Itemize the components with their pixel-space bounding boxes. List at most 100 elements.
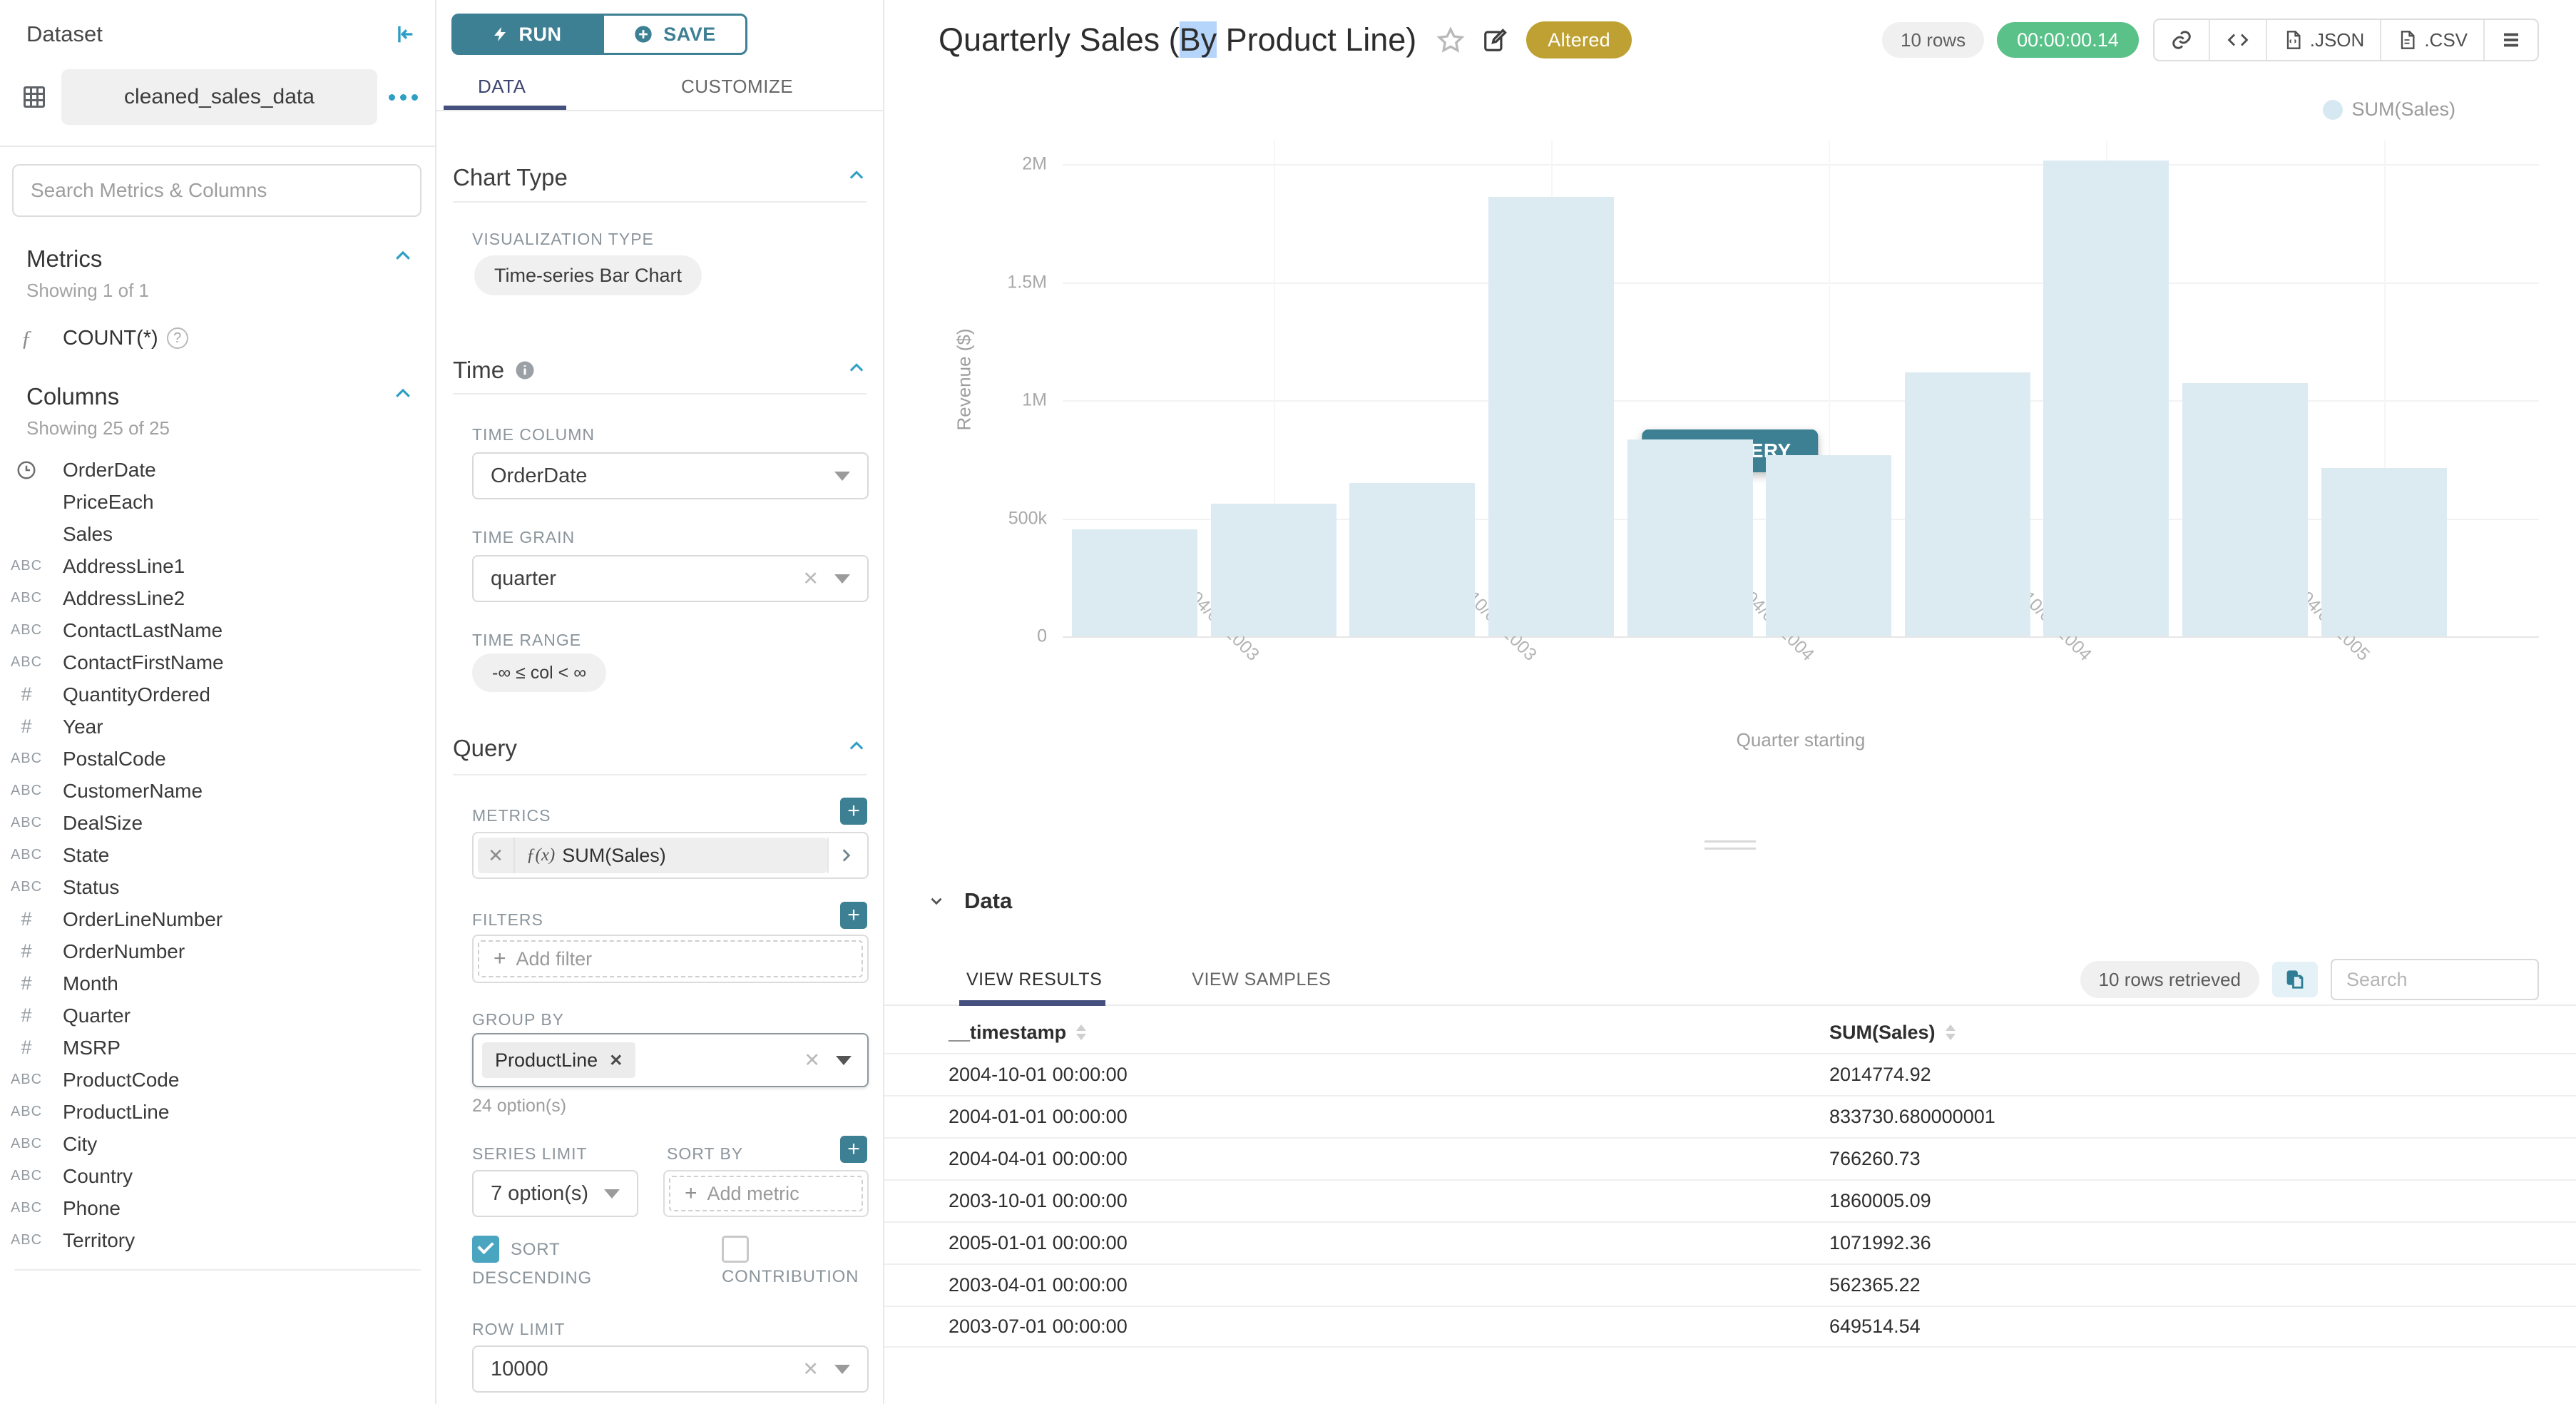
add-filter-icon[interactable]: + — [840, 902, 867, 929]
edit-properties-icon[interactable] — [1482, 26, 1509, 54]
column-item[interactable]: # Year — [0, 711, 435, 743]
clear-icon[interactable]: ✕ — [802, 1358, 819, 1380]
column-item[interactable]: ABC City — [0, 1128, 435, 1160]
column-item[interactable]: ABC ContactLastName — [0, 614, 435, 646]
bar-2005-04-01[interactable] — [2321, 468, 2447, 636]
bar-2003-07-01[interactable] — [1349, 483, 1476, 636]
bar-2003-04-01[interactable] — [1210, 503, 1336, 636]
column-item[interactable]: ABC ProductLine — [0, 1096, 435, 1128]
row-limit-select[interactable]: 10000 ✕ — [472, 1346, 869, 1393]
remove-chip-icon[interactable]: ✕ — [609, 1050, 623, 1069]
menu-icon[interactable] — [2485, 20, 2537, 60]
series-limit-select[interactable]: 7 option(s) — [472, 1170, 638, 1217]
contribution-checkbox[interactable] — [722, 1236, 749, 1263]
sort-descending-checkbox[interactable] — [472, 1236, 499, 1263]
add-sort-metric-button[interactable]: + Add metric — [669, 1176, 863, 1211]
group-by-select[interactable]: ProductLine ✕ ✕ — [472, 1033, 869, 1087]
add-metric-icon[interactable]: + — [840, 798, 867, 825]
metrics-section-header[interactable]: Metrics — [26, 245, 414, 273]
bar-2005-01-01[interactable] — [2182, 383, 2309, 636]
resize-handle[interactable] — [1704, 835, 1756, 855]
share-link-icon[interactable] — [2155, 20, 2210, 60]
column-item[interactable]: ABC ProductCode — [0, 1064, 435, 1096]
metrics-columns-search-input[interactable] — [12, 164, 421, 217]
column-item[interactable]: ABC AddressLine2 — [0, 582, 435, 614]
column-header-timestamp[interactable]: __timestamp — [949, 1021, 1067, 1043]
column-header-sum-sales[interactable]: SUM(Sales) — [1829, 1021, 1936, 1043]
metric-item[interactable]: ƒ COUNT(*) ? — [0, 322, 435, 355]
bar-2003-01-01[interactable] — [1072, 529, 1197, 636]
column-item[interactable]: # OrderLineNumber — [0, 903, 435, 935]
column-item[interactable]: ABC Country — [0, 1160, 435, 1192]
time-range-value[interactable]: -∞ ≤ col < ∞ — [472, 653, 607, 692]
table-row[interactable]: 2003-07-01 00:00:00 649514.54 — [884, 1306, 2576, 1348]
tab-view-samples[interactable]: VIEW SAMPLES — [1192, 969, 1332, 990]
column-item[interactable]: ABC ContactFirstName — [0, 646, 435, 678]
table-row[interactable]: 2003-10-01 00:00:00 1860005.09 — [884, 1179, 2576, 1221]
table-row[interactable]: 2004-01-01 00:00:00 833730.680000001 — [884, 1095, 2576, 1137]
chevron-right-icon[interactable] — [827, 838, 863, 873]
remove-metric-icon[interactable]: ✕ — [478, 838, 515, 873]
group-by-chip[interactable]: ProductLine ✕ — [482, 1042, 636, 1078]
bar-2004-04-01[interactable] — [1766, 455, 1892, 636]
column-item[interactable]: ABC PostalCode — [0, 743, 435, 775]
query-section-header[interactable]: Query — [453, 735, 867, 762]
data-section-header[interactable]: Data — [884, 885, 2576, 917]
columns-section-header[interactable]: Columns — [26, 383, 414, 410]
column-item[interactable]: PriceEach — [0, 486, 435, 518]
column-item[interactable]: ABC DealSize — [0, 807, 435, 839]
column-item[interactable]: # OrderNumber — [0, 935, 435, 967]
column-item[interactable]: ABC Territory — [0, 1224, 435, 1256]
column-item[interactable]: ABC Status — [0, 871, 435, 903]
sort-icon[interactable] — [1076, 1024, 1087, 1040]
embed-code-icon[interactable] — [2210, 20, 2267, 60]
chart-title[interactable]: Quarterly Sales (By Product Line) — [939, 21, 1416, 58]
time-column-select[interactable]: OrderDate — [472, 452, 869, 499]
add-sort-metric-icon[interactable]: + — [840, 1136, 867, 1163]
column-item[interactable]: # QuantityOrdered — [0, 678, 435, 711]
table-row[interactable]: 2004-10-01 00:00:00 2014774.92 — [884, 1053, 2576, 1095]
bar-2003-10-01[interactable] — [1488, 197, 1614, 636]
export-csv-button[interactable]: .CSV — [2381, 20, 2485, 60]
table-row[interactable]: 2004-04-01 00:00:00 766260.73 — [884, 1137, 2576, 1179]
help-icon[interactable]: ? — [166, 327, 188, 349]
time-section-header[interactable]: Time — [453, 357, 867, 384]
column-item[interactable]: ABC CustomerName — [0, 775, 435, 807]
column-item[interactable]: # Month — [0, 967, 435, 999]
column-item[interactable]: # MSRP — [0, 1032, 435, 1064]
copy-data-icon[interactable] — [2272, 962, 2318, 997]
bar-2004-07-01[interactable] — [1904, 372, 2030, 636]
clear-icon[interactable]: ✕ — [804, 1049, 820, 1071]
chart-type-section-header[interactable]: Chart Type — [453, 164, 867, 191]
column-item[interactable]: ABC State — [0, 839, 435, 871]
column-item[interactable]: ABC Phone — [0, 1192, 435, 1224]
metric-control[interactable]: ✕ ƒ(x) SUM(Sales) — [472, 832, 869, 879]
table-row[interactable]: 2003-04-01 00:00:00 562365.22 — [884, 1263, 2576, 1306]
column-item[interactable]: ABC AddressLine1 — [0, 550, 435, 582]
bar-2004-01-01[interactable] — [1627, 439, 1753, 636]
time-grain-select[interactable]: quarter ✕ — [472, 555, 869, 602]
dataset-name[interactable]: cleaned_sales_data — [61, 69, 377, 125]
dataset-more-icon[interactable] — [389, 93, 421, 101]
tab-customize[interactable]: CUSTOMIZE — [681, 76, 794, 97]
results-search-input[interactable] — [2331, 959, 2539, 1000]
run-button[interactable]: RUN — [451, 14, 602, 55]
column-item[interactable]: # Quarter — [0, 999, 435, 1032]
bar-2004-10-01[interactable] — [2043, 161, 2169, 636]
clear-icon[interactable]: ✕ — [802, 567, 819, 589]
visualization-type-value[interactable]: Time-series Bar Chart — [474, 255, 702, 295]
info-icon[interactable] — [514, 360, 536, 381]
tab-view-results[interactable]: VIEW RESULTS — [966, 969, 1103, 990]
save-button[interactable]: SAVE — [602, 14, 747, 55]
add-filter-button[interactable]: + Add filter — [478, 940, 863, 977]
column-item[interactable]: Sales — [0, 518, 435, 550]
legend-item[interactable]: SUM(Sales) — [2323, 98, 2455, 121]
tab-data[interactable]: DATA — [478, 76, 526, 97]
metric-chip[interactable]: ✕ ƒ(x) SUM(Sales) — [478, 838, 827, 873]
column-item[interactable]: OrderDate — [0, 454, 435, 486]
altered-badge[interactable]: Altered — [1526, 21, 1632, 58]
favorite-star-icon[interactable] — [1436, 26, 1465, 54]
export-json-button[interactable]: .JSON — [2267, 20, 2382, 60]
collapse-panel-icon[interactable] — [392, 22, 416, 46]
sort-icon[interactable] — [1945, 1024, 1956, 1040]
